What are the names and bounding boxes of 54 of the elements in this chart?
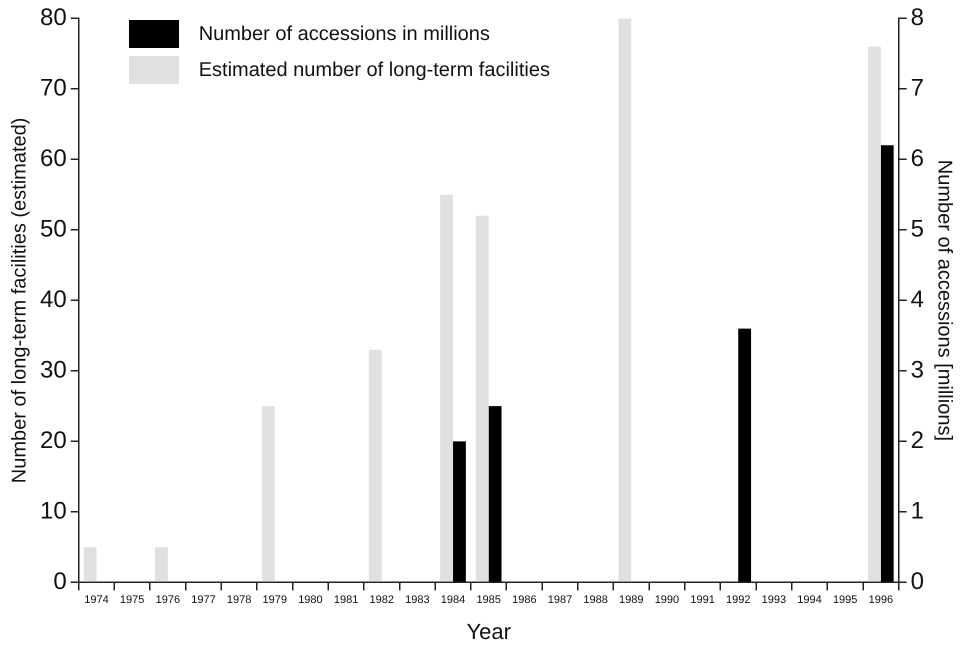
y-tick-label: 50	[40, 216, 67, 243]
x-tick-label: 1979	[262, 594, 288, 606]
x-tick-label: 1987	[548, 594, 572, 606]
y2-tick-label: 5	[910, 216, 924, 243]
x-tick-label: 1990	[654, 594, 680, 606]
bar	[476, 216, 489, 582]
bar	[440, 194, 454, 582]
x-tick-label: 1982	[369, 594, 394, 606]
x-tick-label: 1976	[156, 594, 180, 606]
x-tick-label: 1991	[690, 594, 715, 606]
x-tick-label: 1980	[298, 594, 323, 606]
y-tick-label: 10	[40, 498, 67, 525]
y2-tick-label: 8	[910, 4, 924, 32]
y2-tick-label: 4	[910, 286, 924, 314]
legend-label: Number of accessions in millions	[198, 22, 490, 46]
x-tick-label: 1986	[512, 594, 537, 606]
y2-tick-label: 0	[910, 568, 924, 596]
y-tick-label: 0	[53, 568, 67, 596]
y2-tick-label: 6	[910, 145, 924, 172]
x-tick-label: 1975	[120, 594, 144, 606]
x-tick-label: 1974	[84, 594, 109, 606]
x-tick-label: 1993	[762, 594, 786, 606]
x-tick-label: 1981	[334, 594, 358, 606]
bar	[154, 547, 168, 582]
y2-tick-label: 3	[910, 356, 924, 384]
y-tick-label: 80	[40, 4, 67, 32]
y-tick-label: 60	[40, 145, 67, 172]
y2-tick-label: 7	[910, 74, 924, 102]
y-tick-label: 20	[40, 427, 67, 454]
y2-axis-title: Number of accessions [millions]	[933, 160, 956, 442]
x-tick-label: 1984	[440, 594, 466, 606]
y-tick-label: 40	[40, 286, 67, 314]
bar	[618, 18, 632, 582]
bar	[368, 350, 382, 582]
x-tick-label: 1978	[226, 594, 252, 606]
y2-tick-label: 1	[910, 498, 924, 525]
x-tick-label: 1985	[476, 594, 501, 606]
x-tick-label: 1983	[405, 594, 430, 606]
bar	[262, 406, 275, 582]
x-tick-label: 1989	[619, 594, 644, 606]
x-tick-label: 1977	[191, 594, 216, 606]
y-tick-label: 30	[40, 356, 67, 384]
x-axis-title: Year	[466, 618, 511, 644]
x-tick-label: 1994	[797, 594, 822, 606]
x-tick-label: 1996	[868, 594, 894, 606]
x-tick-label: 1995	[832, 594, 858, 606]
bar	[738, 328, 752, 582]
legend-label: Estimated number of long-term facilities	[198, 58, 550, 82]
y-axis-title: Number of long-term facilities (estimated)	[8, 118, 31, 484]
x-tick-label: 1988	[583, 594, 608, 606]
y-tick-label: 70	[40, 74, 67, 102]
x-tick-label: 1992	[726, 594, 750, 606]
bar	[84, 547, 97, 582]
y2-tick-label: 2	[910, 427, 924, 454]
